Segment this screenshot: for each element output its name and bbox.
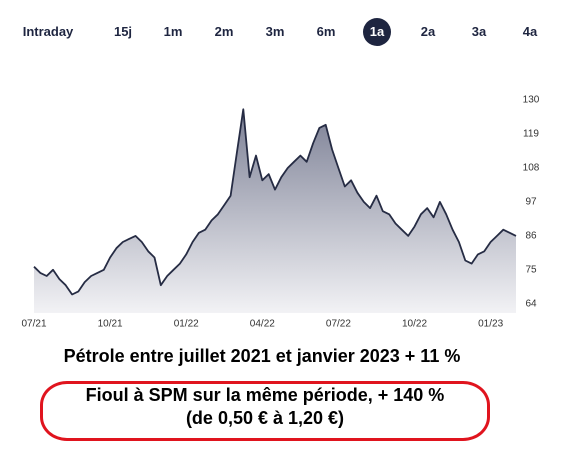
caption-box-text: Fioul à SPM sur la même période, + 140 %… xyxy=(40,384,490,430)
tab[interactable]: Intraday xyxy=(22,24,74,39)
tab[interactable]: 2a xyxy=(420,24,436,39)
y-tick-label: 86 xyxy=(525,230,537,241)
x-tick-label: 04/22 xyxy=(250,319,275,330)
tab[interactable]: 4a xyxy=(522,24,538,39)
y-tick-label: 64 xyxy=(525,298,537,309)
tab[interactable]: 1m xyxy=(163,24,183,39)
tab[interactable]: 3m xyxy=(265,24,285,39)
highlight-box xyxy=(40,381,490,441)
x-tick-label: 10/21 xyxy=(98,319,123,330)
caption: Fioul à SPM sur la même période, + 140 % xyxy=(85,385,445,405)
area-fill xyxy=(34,109,516,313)
y-tick-label: 119 xyxy=(523,129,539,140)
x-tick-label: 07/21 xyxy=(21,319,46,330)
y-tick-label: 97 xyxy=(525,197,537,208)
tab[interactable]: 15j xyxy=(113,24,133,39)
x-tick-label: 10/22 xyxy=(402,319,427,330)
y-tick-label: 75 xyxy=(525,264,537,275)
tab[interactable]: 6m xyxy=(316,24,336,39)
x-tick-label: 07/22 xyxy=(326,319,351,330)
caption: (de 0,50 € à 1,20 €) xyxy=(185,408,345,428)
x-tick-label: 01/23 xyxy=(478,319,503,330)
tab[interactable]: 1a xyxy=(363,18,391,46)
chart: 64 75 86 97 108 119 130 07/21 10/21 01/22 04/22 07/… xyxy=(21,95,540,330)
y-tick-label: 130 xyxy=(523,95,540,106)
tab[interactable]: 2m xyxy=(214,24,234,39)
tab-bar: Intraday 15j 1m 2m 3m 6m 1a 2a 3a 4a xyxy=(0,18,564,46)
tab[interactable]: 3a xyxy=(471,24,487,39)
caption: Pétrole entre juillet 2021 et janvier 20… xyxy=(63,346,461,366)
price-line xyxy=(33,108,517,296)
y-tick-label: 108 xyxy=(523,163,540,174)
x-tick-label: 01/22 xyxy=(174,319,199,330)
